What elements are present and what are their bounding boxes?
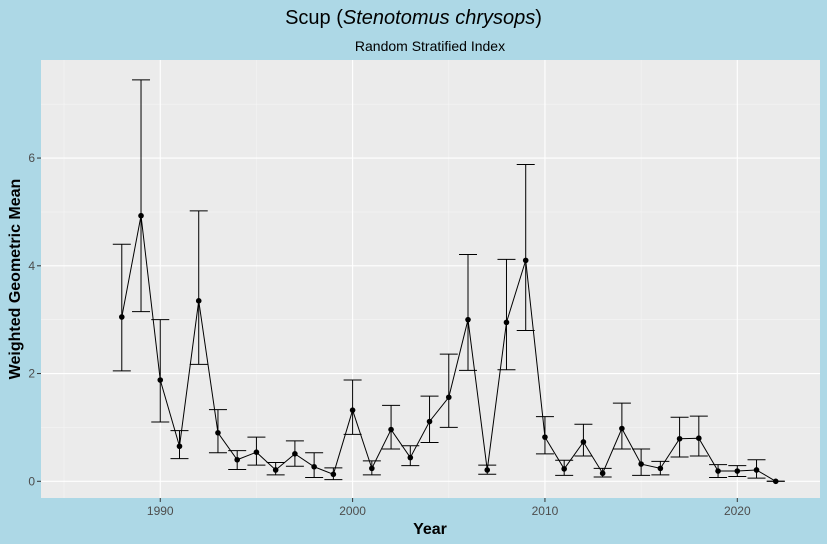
data-point <box>753 467 760 473</box>
data-point <box>311 463 317 470</box>
data-point <box>349 407 356 413</box>
data-point <box>234 456 240 463</box>
x-axis: 1990 2000 2010 2020 <box>147 498 751 518</box>
minor-grid <box>41 60 820 498</box>
data-point <box>426 418 433 425</box>
data-point <box>657 465 664 472</box>
data-point <box>715 468 721 474</box>
data-point <box>157 377 164 383</box>
data-point <box>465 316 471 323</box>
data-point <box>369 465 375 472</box>
data-point <box>388 426 394 433</box>
data-point <box>330 471 337 478</box>
y-axis: 0 2 4 6 <box>28 151 41 488</box>
data-point <box>215 430 221 436</box>
y-tick-label: 6 <box>28 151 35 165</box>
data-point <box>503 319 510 326</box>
data-point <box>195 298 202 304</box>
data-point <box>292 451 298 457</box>
data-point <box>619 425 625 432</box>
data-point <box>696 435 702 441</box>
x-axis-title: Year <box>413 521 447 538</box>
chart-title: Scup (Stenotomus chrysops) <box>285 7 542 29</box>
data-point <box>522 257 529 264</box>
x-tick-label: 2000 <box>339 504 366 518</box>
x-tick-label: 1990 <box>147 504 174 518</box>
data-point <box>253 449 260 456</box>
data-point <box>407 454 414 461</box>
data-point <box>676 435 683 442</box>
data-point <box>176 443 183 450</box>
data-point <box>580 439 587 445</box>
y-tick-label: 2 <box>28 367 35 381</box>
data-point <box>734 468 741 474</box>
data-point <box>445 394 452 401</box>
data-point <box>561 466 567 472</box>
y-tick-label: 0 <box>28 474 35 488</box>
data-point <box>772 478 779 485</box>
chart-subtitle: Random Stratified Index <box>355 38 505 54</box>
data-point <box>542 434 548 440</box>
data-point <box>272 467 279 473</box>
x-tick-label: 2010 <box>532 504 559 518</box>
data-point <box>638 461 644 467</box>
x-tick-label: 2020 <box>724 504 751 518</box>
y-tick-label: 4 <box>28 259 35 273</box>
data-point <box>138 212 144 219</box>
y-axis-title: Weighted Geometric Mean <box>7 179 24 380</box>
data-point <box>599 470 606 477</box>
data-points <box>118 212 779 485</box>
data-point <box>118 314 125 320</box>
plot-panel <box>41 60 820 498</box>
data-point <box>484 467 491 473</box>
